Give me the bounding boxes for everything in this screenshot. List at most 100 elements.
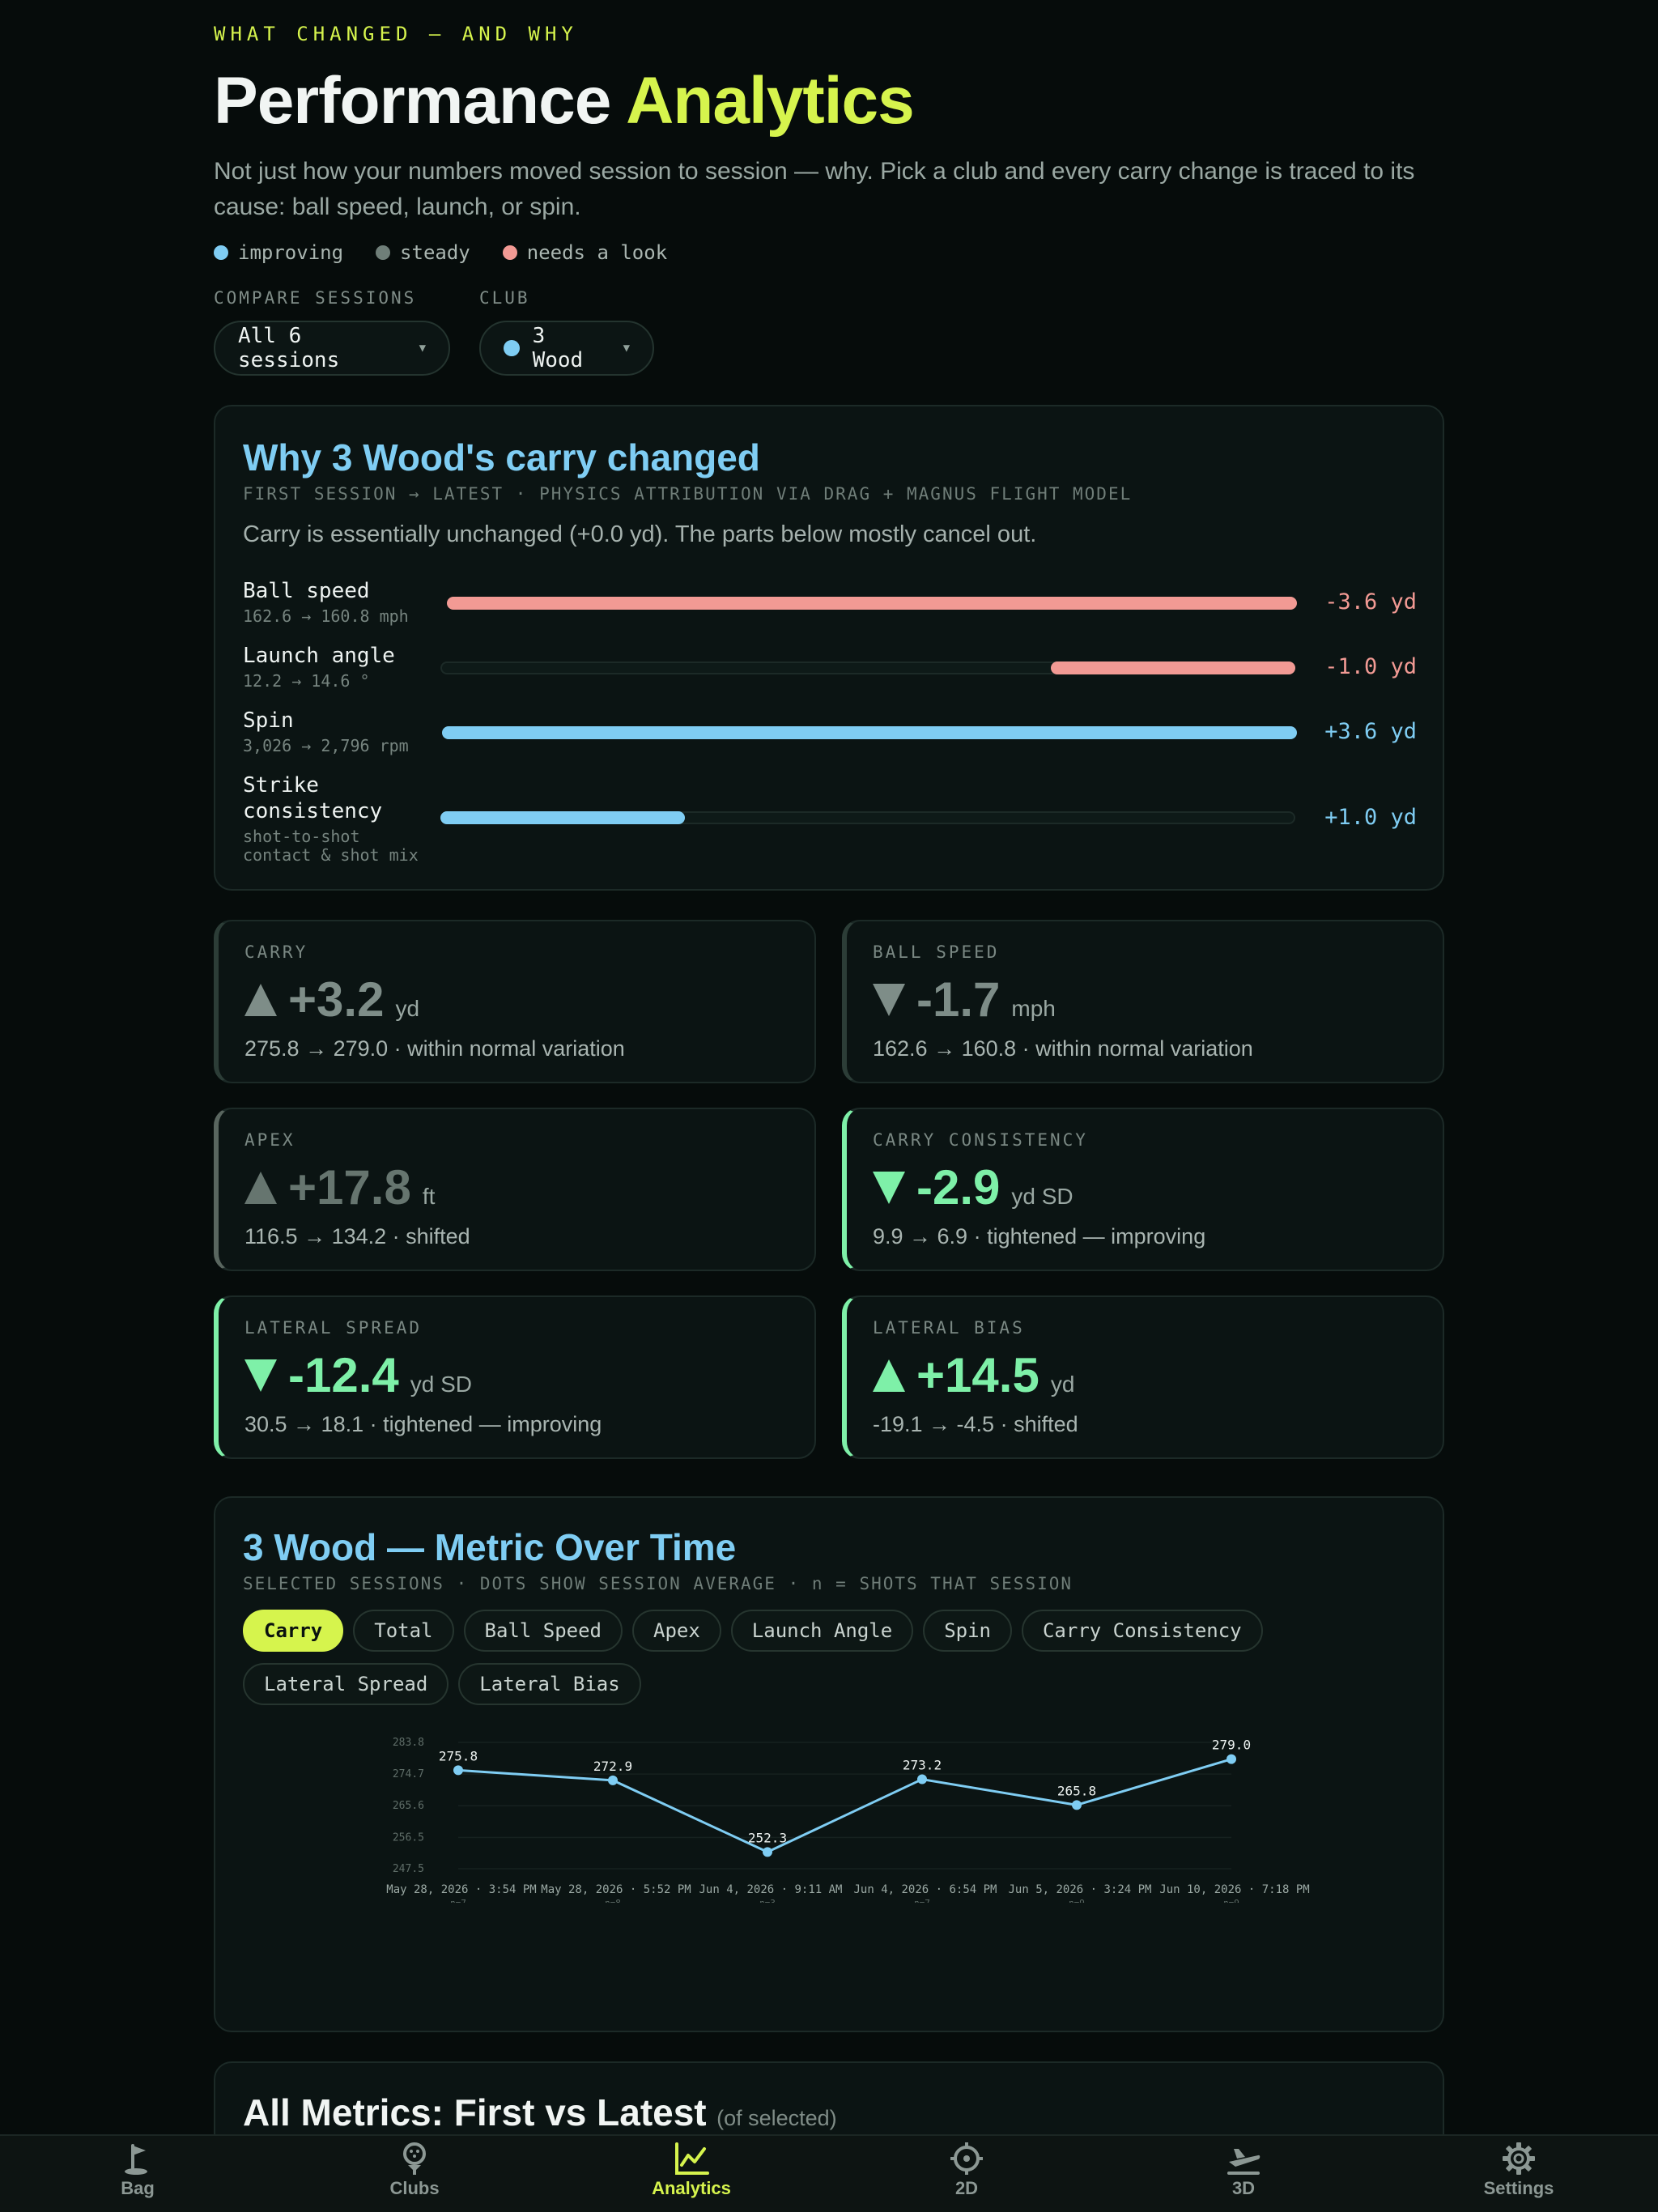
delta-unit: ft xyxy=(422,1184,436,1209)
ball-speed-delta-card: BALL SPEED -1.7 mph 162.6 → 160.8 · with… xyxy=(842,920,1444,1083)
delta-unit: yd SD xyxy=(410,1372,473,1397)
legend-steady: steady xyxy=(376,241,470,264)
arrow-up-icon xyxy=(244,983,277,1016)
attribution-summary: Carry is essentially unchanged (+0.0 yd)… xyxy=(243,521,1037,547)
delta-unit: mph xyxy=(1011,996,1056,1021)
gear-icon xyxy=(1503,2142,1535,2175)
all-metrics-title: All Metrics: First vs Latest xyxy=(243,2091,707,2133)
delta-label: LATERAL BIAS xyxy=(873,1318,1025,1338)
delta-foot: 116.5 → 134.2 · shifted xyxy=(244,1224,470,1249)
attribution-track xyxy=(440,597,1297,610)
chart-data-label: 273.2 xyxy=(903,1758,942,1773)
chart-data-label: 275.8 xyxy=(439,1748,478,1763)
attribution-row-meta: 12.2 → 14.6 ° xyxy=(243,671,370,691)
arrow-up-icon xyxy=(244,1171,277,1204)
tab-lateral-bias[interactable]: Lateral Bias xyxy=(458,1663,641,1705)
tab-apex[interactable]: Apex xyxy=(632,1610,721,1652)
legend-label: needs a look xyxy=(526,241,668,264)
chart-y-tick-label: 265.6 xyxy=(393,1800,424,1812)
flag-icon xyxy=(125,2144,147,2175)
chart-n-label: n=9 xyxy=(1223,1898,1239,1903)
delta-label: LATERAL SPREAD xyxy=(244,1318,423,1338)
attribution-track xyxy=(440,811,1295,824)
chart-n-label: n=3 xyxy=(759,1898,776,1903)
sessions-select-value: All 6 sessions xyxy=(238,324,340,372)
tab-carry[interactable]: Carry xyxy=(243,1610,344,1652)
delta-value-group: +3.2 yd xyxy=(244,972,419,1027)
tab-spin[interactable]: Spin xyxy=(923,1610,1012,1652)
sessions-filter-label: COMPARE SESSIONS xyxy=(214,288,417,308)
delta-label: CARRY CONSISTENCY xyxy=(873,1130,1088,1150)
carry-consistency-delta-card: CARRY CONSISTENCY -2.9 yd SD 9.9 → 6.9 ·… xyxy=(842,1108,1444,1271)
chart-n-label: n=7 xyxy=(450,1898,466,1903)
delta-value: +17.8 xyxy=(288,1160,411,1214)
nav-2d[interactable]: 2D xyxy=(894,2141,1039,2199)
delta-value-group: -2.9 yd SD xyxy=(873,1159,1073,1215)
attribution-track xyxy=(440,726,1297,739)
chart-data-label: 279.0 xyxy=(1212,1738,1251,1753)
attribution-row-name: Spin xyxy=(243,708,294,733)
apex-delta-card: APEX +17.8 ft 116.5 → 134.2 · shifted xyxy=(214,1108,816,1271)
chart-x-tick-label: Jun 10, 2026 · 7:18 PM xyxy=(1159,1883,1309,1896)
nav-bag[interactable]: Bag xyxy=(65,2141,210,2199)
attribution-row: Ball speed 162.6 → 160.8 mph -3.6 yd xyxy=(243,578,1417,643)
chart-data-point xyxy=(917,1774,927,1784)
attribution-title: Why 3 Wood's carry changed xyxy=(243,436,760,479)
page-eyebrow: WHAT CHANGED — AND WHY xyxy=(214,23,578,45)
arrow-down-icon xyxy=(873,983,905,1016)
nav-settings[interactable]: Settings xyxy=(1446,2141,1592,2199)
nav-3d[interactable]: 3D xyxy=(1171,2141,1316,2199)
delta-value: +3.2 xyxy=(288,972,385,1027)
attribution-bar xyxy=(447,597,1297,610)
attribution-bar xyxy=(1051,661,1295,674)
nav-analytics[interactable]: Analytics xyxy=(619,2141,764,2199)
delta-foot: 275.8 → 279.0 · within normal variation xyxy=(244,1036,625,1061)
legend-improving: improving xyxy=(214,241,343,264)
chart-x-tick-label: Jun 4, 2026 · 6:54 PM xyxy=(853,1883,997,1896)
chart-y-tick-label: 283.8 xyxy=(393,1737,424,1749)
all-metrics-heading: All Metrics: First vs Latest (of selecte… xyxy=(243,2091,837,2134)
carry-delta-card: CARRY +3.2 yd 275.8 → 279.0 · within nor… xyxy=(214,920,816,1083)
nav-clubs[interactable]: Clubs xyxy=(342,2141,487,2199)
nav-label: 3D xyxy=(1231,2178,1256,2198)
chart-x-tick-label: Jun 4, 2026 · 9:11 AM xyxy=(699,1883,842,1896)
attribution-row: Launch angle 12.2 → 14.6 ° -1.0 yd xyxy=(243,643,1417,708)
arrow-up-icon xyxy=(873,1359,905,1392)
attribution-row-meta: 162.6 → 160.8 mph xyxy=(243,606,409,626)
status-legend: improving steady needs a look xyxy=(214,241,667,264)
tab-total[interactable]: Total xyxy=(353,1610,454,1652)
tab-carry-consistency[interactable]: Carry Consistency xyxy=(1021,1610,1263,1652)
attribution-row-value: -3.6 yd xyxy=(1324,589,1417,615)
legend-label: improving xyxy=(238,241,344,264)
delta-value-group: -12.4 yd SD xyxy=(244,1347,472,1403)
delta-unit: yd xyxy=(1050,1372,1075,1397)
attribution-row: Strike consistency shot-to-shot contact … xyxy=(243,772,1417,870)
tab-lateral-spread[interactable]: Lateral Spread xyxy=(243,1663,449,1705)
club-select[interactable]: 3 Wood ▼ xyxy=(479,321,654,376)
chart-data-point xyxy=(608,1775,618,1785)
tab-ball-speed[interactable]: Ball Speed xyxy=(463,1610,623,1652)
nav-label: Analytics xyxy=(652,2178,731,2198)
club-select-value: 3 Wood xyxy=(532,324,584,372)
arrow-down-icon xyxy=(873,1171,905,1204)
chart-x-tick-label: May 28, 2026 · 5:52 PM xyxy=(541,1883,691,1896)
carry-attribution-card: Why 3 Wood's carry changed FIRST SESSION… xyxy=(214,405,1444,891)
chevron-down-icon: ▼ xyxy=(419,342,426,355)
arrow-down-icon xyxy=(244,1359,277,1392)
nav-label: Bag xyxy=(121,2178,155,2198)
chevron-down-icon: ▼ xyxy=(623,342,630,355)
attribution-bar xyxy=(440,811,685,824)
tab-launch-angle[interactable]: Launch Angle xyxy=(730,1610,914,1652)
legend-label: steady xyxy=(400,241,470,264)
delta-label: BALL SPEED xyxy=(873,942,1000,962)
chart-x-tick-label: Jun 5, 2026 · 3:24 PM xyxy=(1008,1883,1151,1896)
chart-x-tick-label: May 28, 2026 · 3:54 PM xyxy=(386,1883,536,1896)
delta-value: +14.5 xyxy=(916,1348,1039,1402)
club-filter-label: CLUB xyxy=(479,288,530,308)
improving-dot-icon xyxy=(214,245,228,260)
nav-label: 2D xyxy=(954,2178,979,2198)
chart-n-label: n=7 xyxy=(914,1898,930,1903)
sessions-select[interactable]: All 6 sessions ▼ xyxy=(214,321,450,376)
plane-icon xyxy=(1227,2149,1261,2175)
chart-data-point xyxy=(1226,1754,1236,1764)
